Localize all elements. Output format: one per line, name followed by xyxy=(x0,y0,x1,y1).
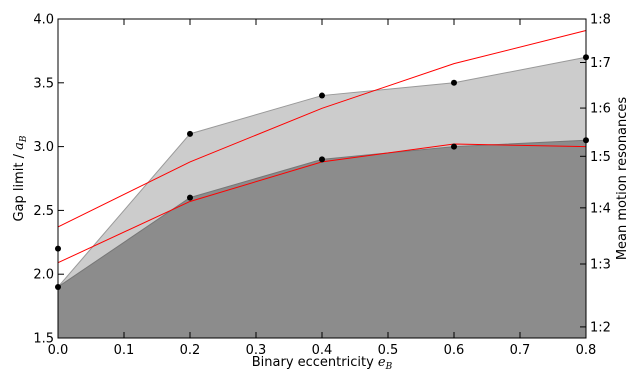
tick-label-layer: 0.0 0.1 0.2 0.3 0.4 0.5 0.6 0.7 0.8 1.5 2.0 2.5 3.0 3… xyxy=(33,13,611,359)
y2-tick-label: 1:2 xyxy=(590,320,611,335)
x-tick-label: 0.1 xyxy=(114,343,135,358)
y2-tick-label: 1:3 xyxy=(590,257,611,272)
x-axis-title-text: Binary eccentricity xyxy=(252,355,378,370)
y2-tick-label: 1:8 xyxy=(590,13,611,28)
x-axis-title: Binary eccentricity eB xyxy=(252,355,393,372)
x-tick-label: 0.0 xyxy=(48,343,69,358)
y-axis-title-subscript: B xyxy=(19,135,29,143)
y-tick-label: 1.5 xyxy=(33,332,54,347)
x-tick-label: 0.2 xyxy=(180,343,201,358)
data-point-2-2 xyxy=(319,92,325,99)
data-point-2-1 xyxy=(187,130,193,137)
x-tick-label: 0.6 xyxy=(444,343,465,358)
y2-axis-title: Mean motion resonances xyxy=(615,97,630,261)
x-axis-title-symbol: e xyxy=(378,355,386,370)
y2-tick-label: 1:4 xyxy=(590,201,611,216)
y-tick-label: 4.0 xyxy=(33,13,54,28)
x-tick-label: 0.5 xyxy=(378,343,399,358)
y-tick-label: 2.0 xyxy=(33,268,54,283)
area-layer xyxy=(57,56,587,338)
y2-tick-label: 1:7 xyxy=(590,56,611,71)
y-tick-label: 3.0 xyxy=(33,140,54,155)
y-tick-label: 3.5 xyxy=(33,76,54,91)
y2-tick-label: 1:5 xyxy=(590,150,611,165)
data-point-3-1 xyxy=(187,194,193,201)
y2-tick-label: 1:6 xyxy=(590,102,611,117)
y-axis-title-text: Gap limit / xyxy=(12,150,27,222)
resonance-line-4 xyxy=(57,29,587,228)
data-point-3-3 xyxy=(451,143,457,150)
y-axis-title-symbol: a xyxy=(12,142,27,150)
data-point-3-2 xyxy=(319,156,325,163)
tick-layer xyxy=(57,18,587,339)
data-point-2-3 xyxy=(451,79,457,86)
y-tick-label: 2.5 xyxy=(33,204,54,219)
x-tick-label: 0.8 xyxy=(576,343,597,358)
x-tick-label: 0.3 xyxy=(246,343,267,358)
x-axis-title-subscript: B xyxy=(385,362,393,372)
area-lower xyxy=(58,140,586,338)
y-axis-title: Gap limit / aB xyxy=(12,135,29,221)
x-tick-label: 0.7 xyxy=(510,343,531,358)
x-tick-label: 0.4 xyxy=(312,343,333,358)
